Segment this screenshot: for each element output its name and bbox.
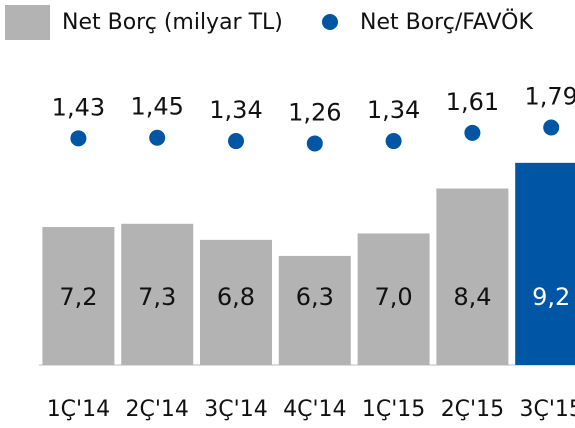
- bar: [436, 188, 509, 365]
- x-tick-label: 1Ç'14: [47, 397, 110, 422]
- dot-value-label: 1,26: [288, 98, 341, 126]
- bar-value-label: 6,3: [296, 283, 334, 311]
- bar: [515, 162, 575, 365]
- bar-value-label: 7,3: [138, 283, 176, 311]
- bar: [121, 223, 194, 365]
- legend-label: Net Borç/FAVÖK: [360, 9, 533, 35]
- bar: [42, 227, 115, 365]
- bar: [278, 255, 351, 365]
- dot-value-label: 1,79: [524, 82, 575, 110]
- bar: [357, 233, 430, 365]
- dot-value-label: 1,34: [367, 96, 420, 124]
- x-tick-label: 2Ç'14: [125, 397, 188, 422]
- dot: [385, 133, 402, 150]
- bar-value-label: 7,0: [375, 283, 413, 311]
- x-tick-label: 1Ç'15: [362, 397, 425, 422]
- bar-value-label: 9,2: [532, 283, 570, 311]
- bar: [200, 239, 272, 365]
- dot: [543, 119, 560, 136]
- dot: [70, 130, 87, 147]
- bar-value-label: 8,4: [453, 283, 491, 311]
- x-tick-label: 3Ç'14: [204, 397, 267, 422]
- dot: [306, 135, 323, 152]
- legend-swatch: [322, 14, 338, 30]
- legend-label: Net Borç (milyar TL): [62, 10, 283, 35]
- dot-value-label: 1,43: [52, 93, 105, 121]
- dot: [149, 129, 166, 146]
- x-tick-label: 4Ç'14: [283, 397, 346, 422]
- dot-value-label: 1,45: [130, 93, 183, 121]
- legend-swatch: [5, 5, 50, 40]
- x-tick-label: 3Ç'15: [519, 397, 575, 422]
- dot-value-label: 1,34: [209, 96, 262, 124]
- bar-value-label: 7,2: [59, 283, 97, 311]
- dot: [228, 133, 244, 150]
- dot: [464, 124, 481, 141]
- bar-value-label: 6,8: [217, 283, 255, 311]
- x-tick-label: 2Ç'15: [441, 397, 504, 422]
- dot-value-label: 1,61: [446, 88, 499, 116]
